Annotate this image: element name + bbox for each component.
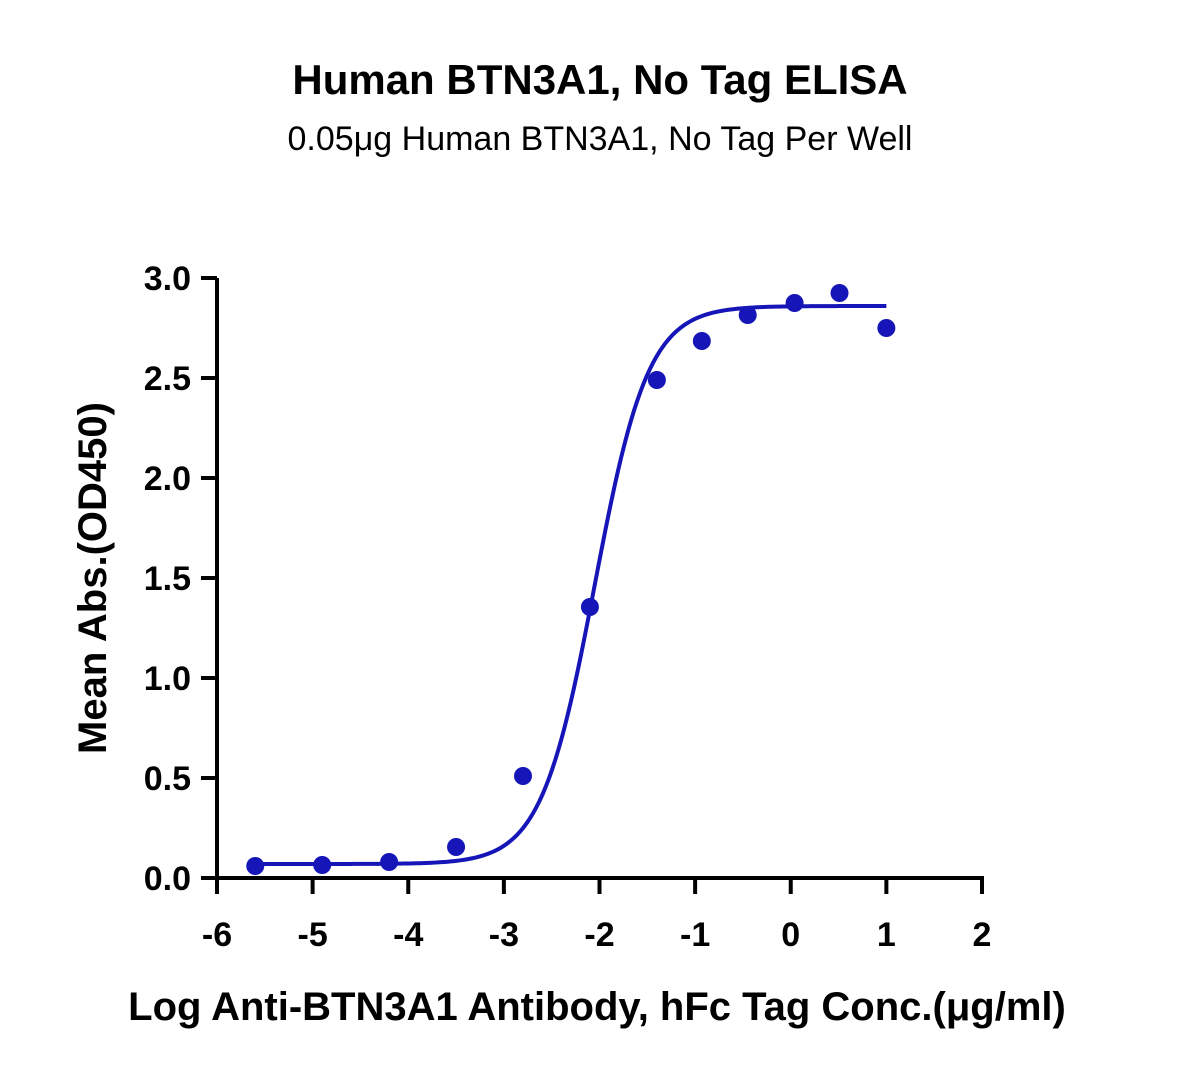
- y-axis-label: Mean Abs.(OD450): [71, 402, 115, 754]
- y-tick-label: 3.0: [144, 260, 191, 298]
- data-point: [877, 319, 896, 337]
- x-tick-label: -3: [489, 916, 519, 954]
- x-tick-label: 0: [781, 916, 800, 954]
- y-tick-label: 1.5: [144, 560, 191, 598]
- data-point: [313, 856, 332, 874]
- x-axis-label: Log Anti-BTN3A1 Antibody, hFc Tag Conc.(…: [128, 985, 1066, 1029]
- data-points: [246, 284, 896, 875]
- chart-subtitle: 0.05μg Human BTN3A1, No Tag Per Well: [288, 120, 913, 158]
- data-point: [785, 294, 804, 312]
- data-point: [246, 857, 265, 875]
- data-point: [738, 306, 757, 324]
- x-tick-label: 1: [877, 916, 896, 954]
- y-tick-label: 2.5: [144, 360, 191, 398]
- y-tick-label: 2.0: [144, 460, 191, 498]
- data-point: [514, 767, 532, 785]
- axes: [215, 278, 984, 880]
- data-point: [830, 284, 849, 302]
- x-tick-label: -1: [680, 916, 710, 954]
- data-point: [380, 853, 399, 871]
- chart-title: Human BTN3A1, No Tag ELISA: [292, 56, 907, 103]
- y-tick-label: 0.5: [144, 760, 191, 798]
- y-tick-label: 0.0: [144, 860, 191, 898]
- x-tick-label: -2: [584, 916, 614, 954]
- x-tick-label: -4: [393, 916, 423, 954]
- fit-curve: [255, 304, 887, 866]
- data-point: [647, 371, 666, 389]
- y-tick-label: 1.0: [144, 660, 191, 698]
- x-tick-label: 2: [973, 916, 992, 954]
- data-point: [580, 598, 599, 616]
- fit-curve-group: [255, 304, 887, 866]
- data-point: [692, 332, 711, 350]
- x-tick-label: -6: [202, 916, 232, 954]
- x-tick-label: -5: [298, 916, 328, 954]
- data-point: [447, 838, 466, 856]
- axis-ticks: 0.0 0.5 1.0 1.5 2.0 2.5 3.0 -6 -5 -4 -3 -2 -1 0 1 2: [144, 260, 992, 954]
